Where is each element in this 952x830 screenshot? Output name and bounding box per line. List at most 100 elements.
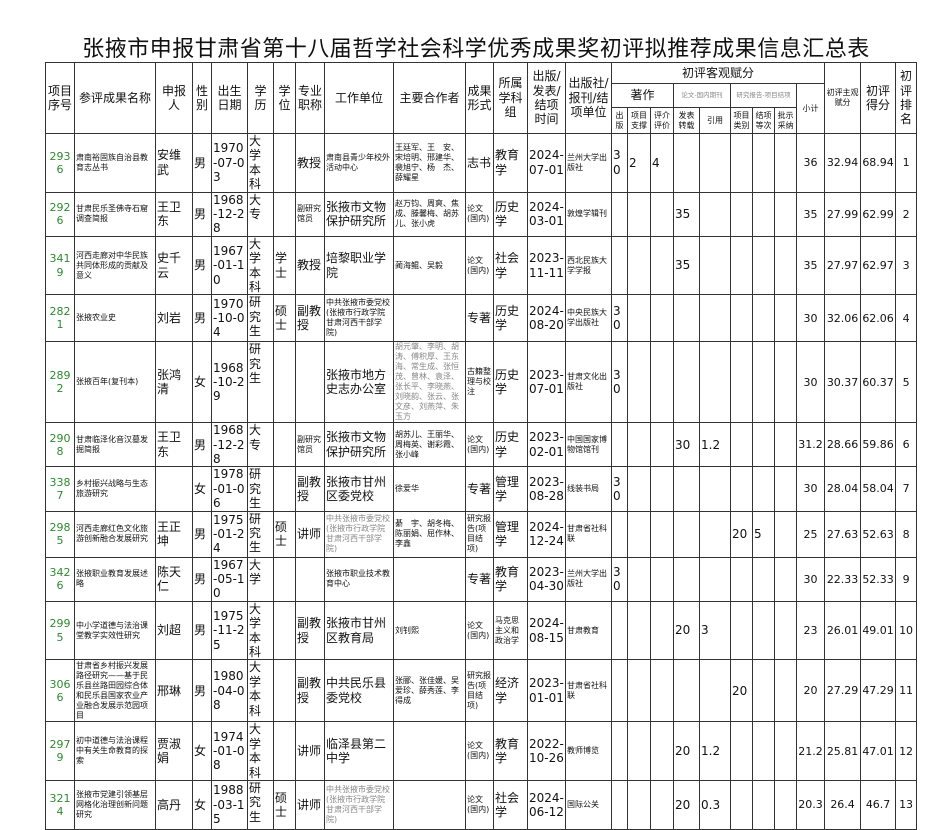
cell-citation: [699, 341, 731, 424]
header-degree: 学位: [273, 62, 296, 134]
cell-rank: 6: [895, 422, 918, 468]
cell-rank: 8: [895, 510, 918, 558]
cell-subtotal: 20.3: [795, 779, 826, 830]
cell-support: [627, 600, 651, 661]
cell-review: [650, 191, 674, 237]
cell-coauthors: 蔺海鲲、吴毅: [393, 235, 466, 296]
cell-adopted: [774, 235, 797, 296]
cell-category: 20: [730, 510, 753, 558]
cell-unit: 中共张掖市委党校(张掖市行政学院 甘肃河西干部学院): [324, 294, 394, 343]
cell-unit: 培黎职业学院: [324, 235, 394, 296]
cell-edu: 大学本科: [247, 235, 274, 296]
header-report: 研究报告-项目结项: [730, 83, 797, 108]
cell-rank: 3: [895, 235, 918, 296]
cell-title: 甘肃民乐圣佛寺石窟调查简报: [74, 191, 156, 237]
cell-subtotal: 21.2: [795, 721, 826, 781]
header-book: 著作: [611, 83, 674, 108]
cell-support: [627, 510, 651, 558]
cell-support: [627, 556, 651, 602]
cell-adopted: [774, 779, 797, 830]
cell-score: 47.01: [860, 721, 897, 781]
cell-form: 研究报告(项目结项): [465, 659, 494, 723]
cell-unit: 张掖市地方史志办公室: [324, 341, 394, 424]
table-row: 2926 甘肃民乐圣佛寺石窟调查简报 王卫东男 1968-12-28 大专 副研究馆员 张掖…: [45, 191, 918, 237]
cell-grade: [752, 600, 775, 661]
cell-category: [730, 556, 753, 602]
cell-applicant: 邢琳: [155, 659, 193, 723]
cell-publisher: 中央民族大学出版社: [565, 294, 612, 343]
cell-gender: 女: [192, 341, 212, 424]
cell-publisher: 西北民族大学学报: [565, 235, 612, 296]
cell-citation: 1.2: [699, 721, 731, 781]
cell-gender: 男: [192, 235, 212, 296]
cell-discipline: 社会学: [493, 235, 528, 296]
cell-publisher: 甘肃省社科联: [565, 659, 612, 723]
cell-publish: 30: [611, 294, 628, 343]
header-applicant: 申报人: [155, 62, 193, 134]
header-subjective: 初评主观赋分: [824, 62, 862, 134]
cell-dob: 1988-03-15: [211, 779, 248, 830]
cell-citation: 3: [699, 600, 731, 661]
cell-publish: 30: [611, 341, 628, 424]
cell-publish: 30: [611, 133, 628, 193]
cell-degree: 硕士: [273, 510, 296, 558]
cell-subjective: 28.66: [824, 422, 862, 468]
cell-grade: [752, 294, 775, 343]
header-publisher: 出版社/报刊/结项单位: [565, 62, 612, 134]
cell-subjective: 27.97: [824, 235, 862, 296]
cell-applicant: 刘超: [155, 600, 193, 661]
cell-reprint: 20: [673, 600, 700, 661]
cell-adopted: [774, 659, 797, 723]
cell-citation: [699, 556, 731, 602]
cell-publisher: 甘肃教育: [565, 600, 612, 661]
cell-subjective: 27.63: [824, 510, 862, 558]
cell-prof: 教授: [295, 235, 325, 296]
cell-degree: [273, 721, 296, 781]
cell-applicant: 王卫东: [155, 191, 193, 237]
cell-dob: 1974-01-08: [211, 721, 248, 781]
cell-title: 肃南裕固族自治县教育志丛书: [74, 133, 156, 193]
header-score: 初评得分: [860, 62, 897, 134]
cell-edu: 大学: [247, 556, 274, 602]
cell-edu: 研究生: [247, 294, 274, 343]
cell-adopted: [774, 422, 797, 468]
cell-publish: [611, 191, 628, 237]
cell-support: [627, 191, 651, 237]
cell-category: [730, 133, 753, 193]
cell-review: [650, 294, 674, 343]
cell-title: 河西走廊红色文化旅游创新融合发展研究: [74, 510, 156, 558]
cell-subtotal: 30: [795, 466, 826, 512]
cell-adopted: [774, 466, 797, 512]
cell-gender: 男: [192, 556, 212, 602]
cell-form: 志书: [465, 133, 494, 193]
cell-gender: 男: [192, 422, 212, 468]
cell-subjective: 26.01: [824, 600, 862, 661]
cell-score: 62.97: [860, 235, 897, 296]
cell-form: 论文(国内): [465, 779, 494, 830]
cell-review: [650, 556, 674, 602]
cell-grade: 5: [752, 510, 775, 558]
cell-id: 2985: [45, 510, 75, 558]
cell-score: 52.63: [860, 510, 897, 558]
cell-unit: 中共张掖市委党校(张掖市行政学院 甘肃河西干部学院): [324, 779, 394, 830]
cell-form: 论文(国内): [465, 422, 494, 468]
cell-adopted: [774, 294, 797, 343]
header-sub-review: 评介评价: [650, 107, 674, 134]
cell-dob: 1967-05-10: [211, 556, 248, 602]
cell-prof: 副教授: [295, 466, 325, 512]
cell-unit: 张掖市文物保护研究所: [324, 422, 394, 468]
cell-prof: 副研究馆员: [295, 191, 325, 237]
cell-publish: [611, 600, 628, 661]
cell-unit: 张掖市甘州区委党校: [324, 466, 394, 512]
cell-discipline: 管理学: [493, 466, 528, 512]
cell-title: 甘肃省乡村振兴发展路径研究——基于民乐县丝路田园综合体和民乐县国家农业产业融合发…: [74, 659, 156, 723]
cell-prof: 教授: [295, 133, 325, 193]
header-paper: 论文-国内期刊: [673, 83, 731, 108]
cell-publish: [611, 659, 628, 723]
cell-date: 2024-08-20: [527, 294, 566, 343]
cell-reprint: [673, 294, 700, 343]
table-row: 2985 河西走廊红色文化旅游创新融合发展研究 王正坤男 1975-01-24 研究生硕…: [45, 510, 918, 558]
cell-coauthors: 胡元肇、李明、胡涛、傅积厚、王东海、常生成、张恒茂、曾林、袁泽、张长平、李晓燕、…: [393, 341, 466, 424]
cell-gender: 女: [192, 466, 212, 512]
cell-review: [650, 235, 674, 296]
